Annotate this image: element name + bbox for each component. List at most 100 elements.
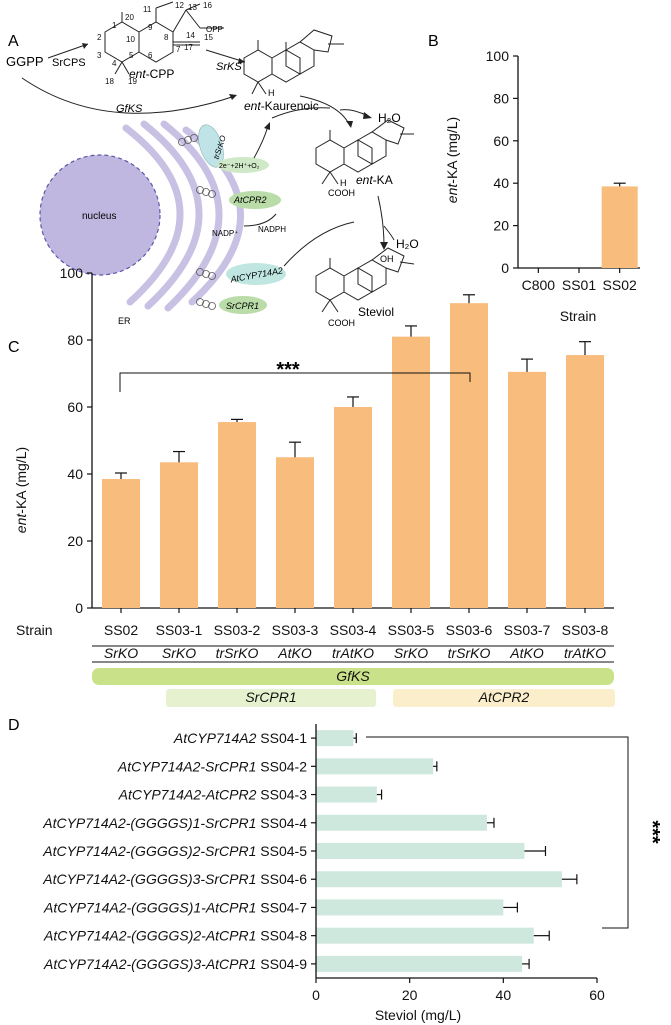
panel-d-category-label: AtCYP714A2 SS04-1 — [173, 730, 307, 746]
srks-arrow — [205, 49, 246, 63]
atcpr2-enzyme — [229, 191, 281, 209]
panel-d-category-label: AtCYP714A2-(GGGGS)3-SrCPR1 SS04-6 — [42, 871, 307, 887]
srks-label: SrKS — [216, 61, 242, 73]
panel-c-xtick-label: SS02 — [104, 622, 138, 638]
gfks-band — [92, 668, 614, 685]
panel-c-bar — [566, 355, 604, 608]
electron-up-arrow — [253, 125, 269, 159]
cyp-to-steviol-arrow — [283, 221, 355, 267]
nadph-label: NADPH — [258, 225, 286, 234]
carbon-11: 11 — [143, 5, 152, 14]
electron-up-arrowhead — [264, 122, 270, 130]
panel-c-bar — [218, 422, 256, 608]
panel-d-category-label: AtCYP714A2-(GGGGS)2-SrCPR1 SS04-5 — [42, 843, 307, 859]
steviol-label: Steviol — [358, 305, 394, 319]
electron-ellipse — [217, 157, 269, 173]
panel-c-bar — [276, 457, 314, 608]
srcps-label: SrCPS — [52, 57, 86, 69]
h2o-1-arrowhead — [363, 112, 372, 119]
carbon-7: 7 — [176, 45, 181, 54]
panel-d-category-labels: AtCYP714A2 SS04-1 AtCYP714A2-SrCPR1 SS04-… — [42, 730, 316, 972]
panel-b-ylabel: ent-KA (mg/L) — [444, 117, 460, 203]
panel-c-xtick-label: SS03-1 — [156, 622, 203, 638]
ent-cpp-structure — [104, 1, 224, 75]
carbon-12: 12 — [175, 1, 184, 10]
panel-a: A GGPP SrCPS 1 2 3 4 5 6 7 8 9 — [6, 1, 419, 328]
atcpr2-band-label: AtCPR2 — [478, 689, 530, 705]
panel-d-category-label: AtCYP714A2-(GGGGS)2-AtCPR1 SS04-8 — [43, 928, 307, 944]
carbon-15: 15 — [204, 33, 213, 42]
panel-c-ytick-label: 80 — [67, 332, 83, 348]
panel-b-xtick-label: SS01 — [562, 277, 596, 293]
panel-d-strain-name: SS04-3 — [256, 787, 307, 803]
ka-to-steviol-arrowhead — [380, 242, 388, 250]
panel-d-category-label: AtCYP714A2-AtCPR2 SS04-3 — [118, 787, 308, 803]
panel-b-yaxis: 0 20 40 60 80 100 — [486, 48, 640, 276]
panel-b-ytick-label: 60 — [493, 133, 509, 149]
panel-d-construct-name: AtCYP714A2-AtCPR2 — [118, 787, 257, 803]
panel-d-xtick-label: 20 — [402, 987, 418, 1003]
atcpr2-band — [393, 689, 615, 707]
ent-kaurenoic-structure — [243, 29, 344, 95]
panel-c-xaxis: SS02 SS03-1 SS03-2 SS03-3 SS03-4 SS03-5 SS03-6… — [104, 608, 609, 638]
panel-d-category-label: AtCYP714A2-(GGGGS)1-AtCPR1 SS04-7 — [43, 899, 307, 915]
panel-b-ytick-label: 0 — [501, 260, 509, 276]
panel-d-construct-name: AtCYP714A2-(GGGGS)2-AtCPR1 — [43, 928, 256, 944]
ggpp-label: GGPP — [6, 54, 44, 69]
panel-c-ytick-label: 40 — [67, 466, 83, 482]
carbon-8: 8 — [164, 33, 169, 42]
panel-d-strain-name: SS04-5 — [256, 843, 307, 859]
panel-c-ko-labels: SrKO SrKO trSrKO AtKO trAtKO SrKO trSrKO AtKO tr… — [104, 645, 606, 661]
carbon-4: 4 — [112, 59, 117, 68]
panel-d-category-label: AtCYP714A2-(GGGGS)1-SrCPR1 SS04-4 — [42, 815, 307, 831]
panel-c-ko-label: trAtKO — [564, 645, 606, 661]
h2o-2-label: H₂O — [396, 237, 419, 251]
panel-b-ytick-label: 80 — [493, 90, 509, 106]
carbon-2: 2 — [97, 33, 102, 42]
panel-d-construct-name: AtCYP714A2-(GGGGS)1-AtCPR1 — [43, 899, 256, 915]
ent-ka-label: ent-KA — [356, 173, 393, 187]
srcpr1-enzyme — [219, 296, 267, 314]
panel-c-ko-label: SrKO — [162, 645, 196, 661]
panel-b-bars — [601, 182, 638, 268]
atcpr2-label: AtCPR2 — [233, 195, 267, 205]
carbon-9: 9 — [148, 23, 153, 32]
panel-d-bar — [316, 814, 487, 831]
panel-b-ytick-label: 20 — [493, 218, 509, 234]
kaurenoic-to-ka-arrowhead — [346, 121, 353, 128]
ent-cpp-label: ent-CPP — [129, 67, 174, 81]
h2o-2-arrow — [383, 225, 395, 241]
panel-d-bar — [316, 899, 504, 916]
panel-d-xtick-label: 60 — [589, 987, 605, 1003]
panel-d-significance-bracket — [366, 736, 629, 929]
panel-d-construct-name: AtCYP714A2-(GGGGS)1-SrCPR1 — [42, 815, 256, 831]
panel-c-ko-label: trSrKO — [216, 645, 259, 661]
panel-b-xaxis: C800 SS01 SS02 — [522, 268, 637, 293]
srcps-arrow — [47, 43, 89, 59]
panel-b-xtick-label: C800 — [522, 277, 556, 293]
panel-b-xlabel: Strain — [560, 308, 597, 324]
panel-d-significance: *** — [641, 820, 663, 844]
panel-c-bar — [392, 336, 430, 608]
panel-c-xtick-label: SS03-8 — [562, 622, 609, 638]
panel-d-bar — [316, 927, 534, 944]
panel-d-strain-name: SS04-2 — [256, 758, 307, 774]
carbon-13: 13 — [188, 3, 197, 12]
carbon-18: 18 — [105, 77, 114, 86]
panel-d-bar — [316, 730, 354, 747]
panel-c-letter: C — [8, 339, 20, 356]
h-label-2: H — [340, 178, 347, 188]
panel-c-significance: *** — [276, 359, 300, 381]
panel-d-xtick-label: 40 — [496, 987, 512, 1003]
carbon-6: 6 — [148, 51, 153, 60]
panel-d-strain-name: SS04-9 — [256, 956, 307, 972]
srcpr1-label: SrCPR1 — [226, 301, 259, 311]
panel-c-ko-label: AtKO — [277, 645, 312, 661]
carbon-19: 19 — [128, 77, 137, 86]
panel-c-strain-label: Strain — [16, 622, 53, 638]
carbon-1: 1 — [112, 21, 117, 30]
carbon-20: 20 — [125, 13, 134, 22]
panel-d-category-label: AtCYP714A2-SrCPR1 SS04-2 — [117, 758, 307, 774]
